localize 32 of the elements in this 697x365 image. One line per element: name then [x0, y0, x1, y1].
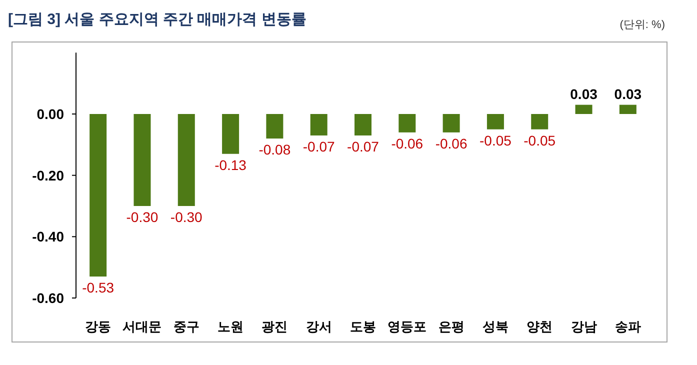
x-tick-label: 강남 [570, 319, 597, 334]
x-tick-label: 은평 [438, 319, 464, 334]
x-tick-label: 강동 [85, 319, 112, 334]
data-label: -0.13 [214, 156, 247, 173]
data-label: -0.53 [82, 280, 114, 296]
data-label: 0.03 [614, 86, 642, 102]
x-tick-label: 송파 [614, 319, 641, 334]
x-tick-label: 양천 [526, 319, 553, 334]
data-label: -0.05 [480, 132, 512, 148]
y-tick-label: -0.40 [32, 228, 64, 245]
data-label: -0.07 [347, 138, 380, 154]
x-tick-label: 광진 [262, 319, 288, 334]
data-label: -0.07 [302, 138, 336, 154]
x-tick-label: 강서 [306, 319, 332, 334]
data-label: -0.08 [258, 142, 291, 158]
x-tick-label: 도봉 [350, 319, 376, 334]
text: (단위: %) [620, 19, 665, 31]
y-tick-label: -0.60 [32, 290, 64, 306]
x-tick-label: 성북 [482, 319, 508, 334]
x-tick-label: 노원 [218, 319, 244, 334]
x-tick-label: 중구 [173, 319, 200, 334]
x-tick-label: 영등포 [388, 319, 427, 334]
x-tick-label: 서대문 [122, 319, 162, 334]
data-label: -0.05 [524, 132, 556, 148]
chart-title: [그림 3] 서울 주요지역 주간 매매가격 변동률 [8, 11, 306, 28]
data-label: -0.06 [391, 135, 424, 152]
data-label: -0.30 [126, 209, 158, 225]
data-label: 0.03 [570, 86, 598, 102]
data-label: -0.06 [435, 135, 468, 152]
y-tick-label: 0.00 [36, 106, 64, 122]
data-label: -0.30 [170, 209, 203, 225]
y-tick-label: -0.20 [32, 167, 64, 184]
